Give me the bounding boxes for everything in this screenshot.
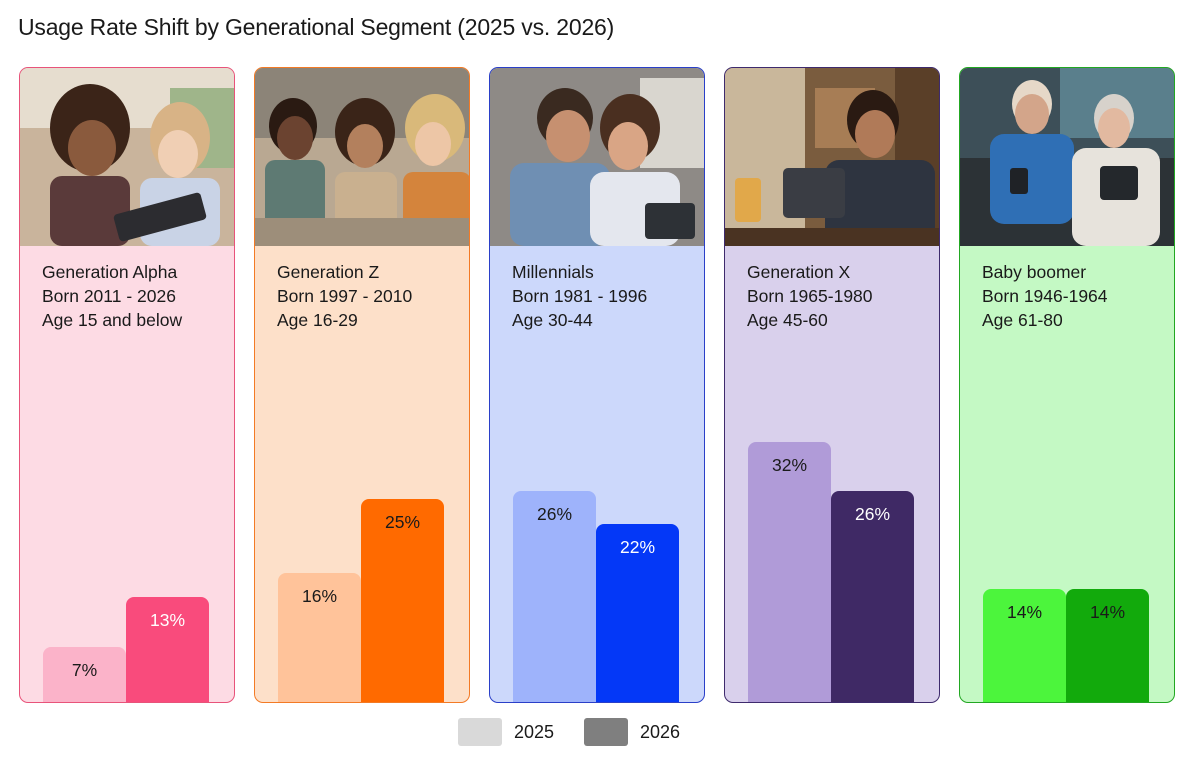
segment-info: Millennials Born 1981 - 1996 Age 30-44	[512, 260, 647, 332]
segment-name: Generation Alpha	[42, 262, 178, 282]
panel-generation-z: Generation Z Born 1997 - 2010 Age 16-29 …	[254, 67, 470, 703]
bar-label-2025: 14%	[1006, 602, 1043, 622]
panel-baby-boomer: Baby boomer Born 1946-1964 Age 61-80 14%…	[959, 67, 1175, 703]
segment-info: Generation X Born 1965-1980 Age 45-60	[747, 260, 873, 332]
segment-born: Born 1965-1980	[747, 286, 873, 306]
segment-age: Age 45-60	[747, 310, 828, 330]
bar-2025	[983, 589, 1066, 702]
segment-name: Generation X	[747, 262, 851, 282]
segment-born: Born 1997 - 2010	[277, 286, 413, 306]
bar-2025	[513, 491, 596, 702]
bar-group-generation-z: 16% 25%	[255, 68, 469, 702]
children-with-tablet-photo	[20, 68, 234, 246]
man-with-tablet-photo	[725, 68, 939, 246]
segment-age: Age 15 and below	[42, 310, 183, 330]
chart-title: Usage Rate Shift by Generational Segment…	[18, 14, 615, 40]
legend-item-2025: 2025	[458, 718, 554, 746]
panel-generation-x: Generation X Born 1965-1980 Age 45-60 32…	[724, 67, 940, 703]
panel-generation-alpha: Generation Alpha Born 2011 - 2026 Age 15…	[19, 67, 235, 703]
legend-swatch-2026	[584, 718, 628, 746]
segment-name: Millennials	[512, 262, 594, 282]
bar-group-baby-boomer: 14% 14%	[960, 68, 1174, 702]
segment-name: Generation Z	[277, 262, 380, 282]
couple-with-devices-photo	[490, 68, 704, 246]
legend-label-2025: 2025	[514, 721, 555, 742]
segment-born: Born 1981 - 1996	[512, 286, 648, 306]
young-adults-with-phones-photo	[255, 68, 469, 246]
bar-2026	[831, 491, 914, 702]
bar-2026	[596, 524, 679, 702]
bar-label-2025: 32%	[771, 455, 808, 475]
bar-group-generation-x: 32% 26%	[725, 68, 939, 702]
bar-label-2025: 7%	[71, 660, 98, 680]
bar-group-generation-alpha: 7% 13%	[20, 68, 234, 702]
segment-name: Baby boomer	[982, 262, 1087, 282]
chart-panels: Generation Alpha Born 2011 - 2026 Age 15…	[19, 67, 1179, 705]
legend-item-2026: 2026	[584, 718, 680, 746]
bar-2026	[361, 499, 444, 702]
panel-millennials: Millennials Born 1981 - 1996 Age 30-44 2…	[489, 67, 705, 703]
segment-age: Age 16-29	[277, 310, 358, 330]
bar-2026	[126, 597, 209, 702]
segment-info: Baby boomer Born 1946-1964 Age 61-80	[982, 260, 1108, 332]
legend-swatch-2025	[458, 718, 502, 746]
bar-label-2025: 16%	[301, 586, 338, 606]
bar-2025	[43, 647, 126, 702]
bar-2025	[278, 573, 361, 702]
bar-label-2026: 13%	[149, 610, 186, 630]
seniors-with-devices-photo	[960, 68, 1174, 246]
bar-label-2025: 26%	[536, 504, 573, 524]
bar-group-millennials: 26% 22%	[490, 68, 704, 702]
bar-label-2026: 26%	[854, 504, 891, 524]
segment-born: Born 2011 - 2026	[42, 286, 176, 306]
segment-info: Generation Z Born 1997 - 2010 Age 16-29	[277, 260, 412, 332]
segment-age: Age 61-80	[982, 310, 1063, 330]
bar-label-2026: 14%	[1089, 602, 1126, 622]
segment-born: Born 1946-1964	[982, 286, 1108, 306]
bar-2025	[748, 442, 831, 702]
bar-2026	[1066, 589, 1149, 702]
bar-label-2026: 22%	[619, 537, 656, 557]
legend-label-2026: 2026	[640, 721, 681, 742]
segment-info: Generation Alpha Born 2011 - 2026 Age 15…	[42, 260, 182, 332]
segment-age: Age 30-44	[512, 310, 593, 330]
bar-label-2026: 25%	[384, 512, 421, 532]
